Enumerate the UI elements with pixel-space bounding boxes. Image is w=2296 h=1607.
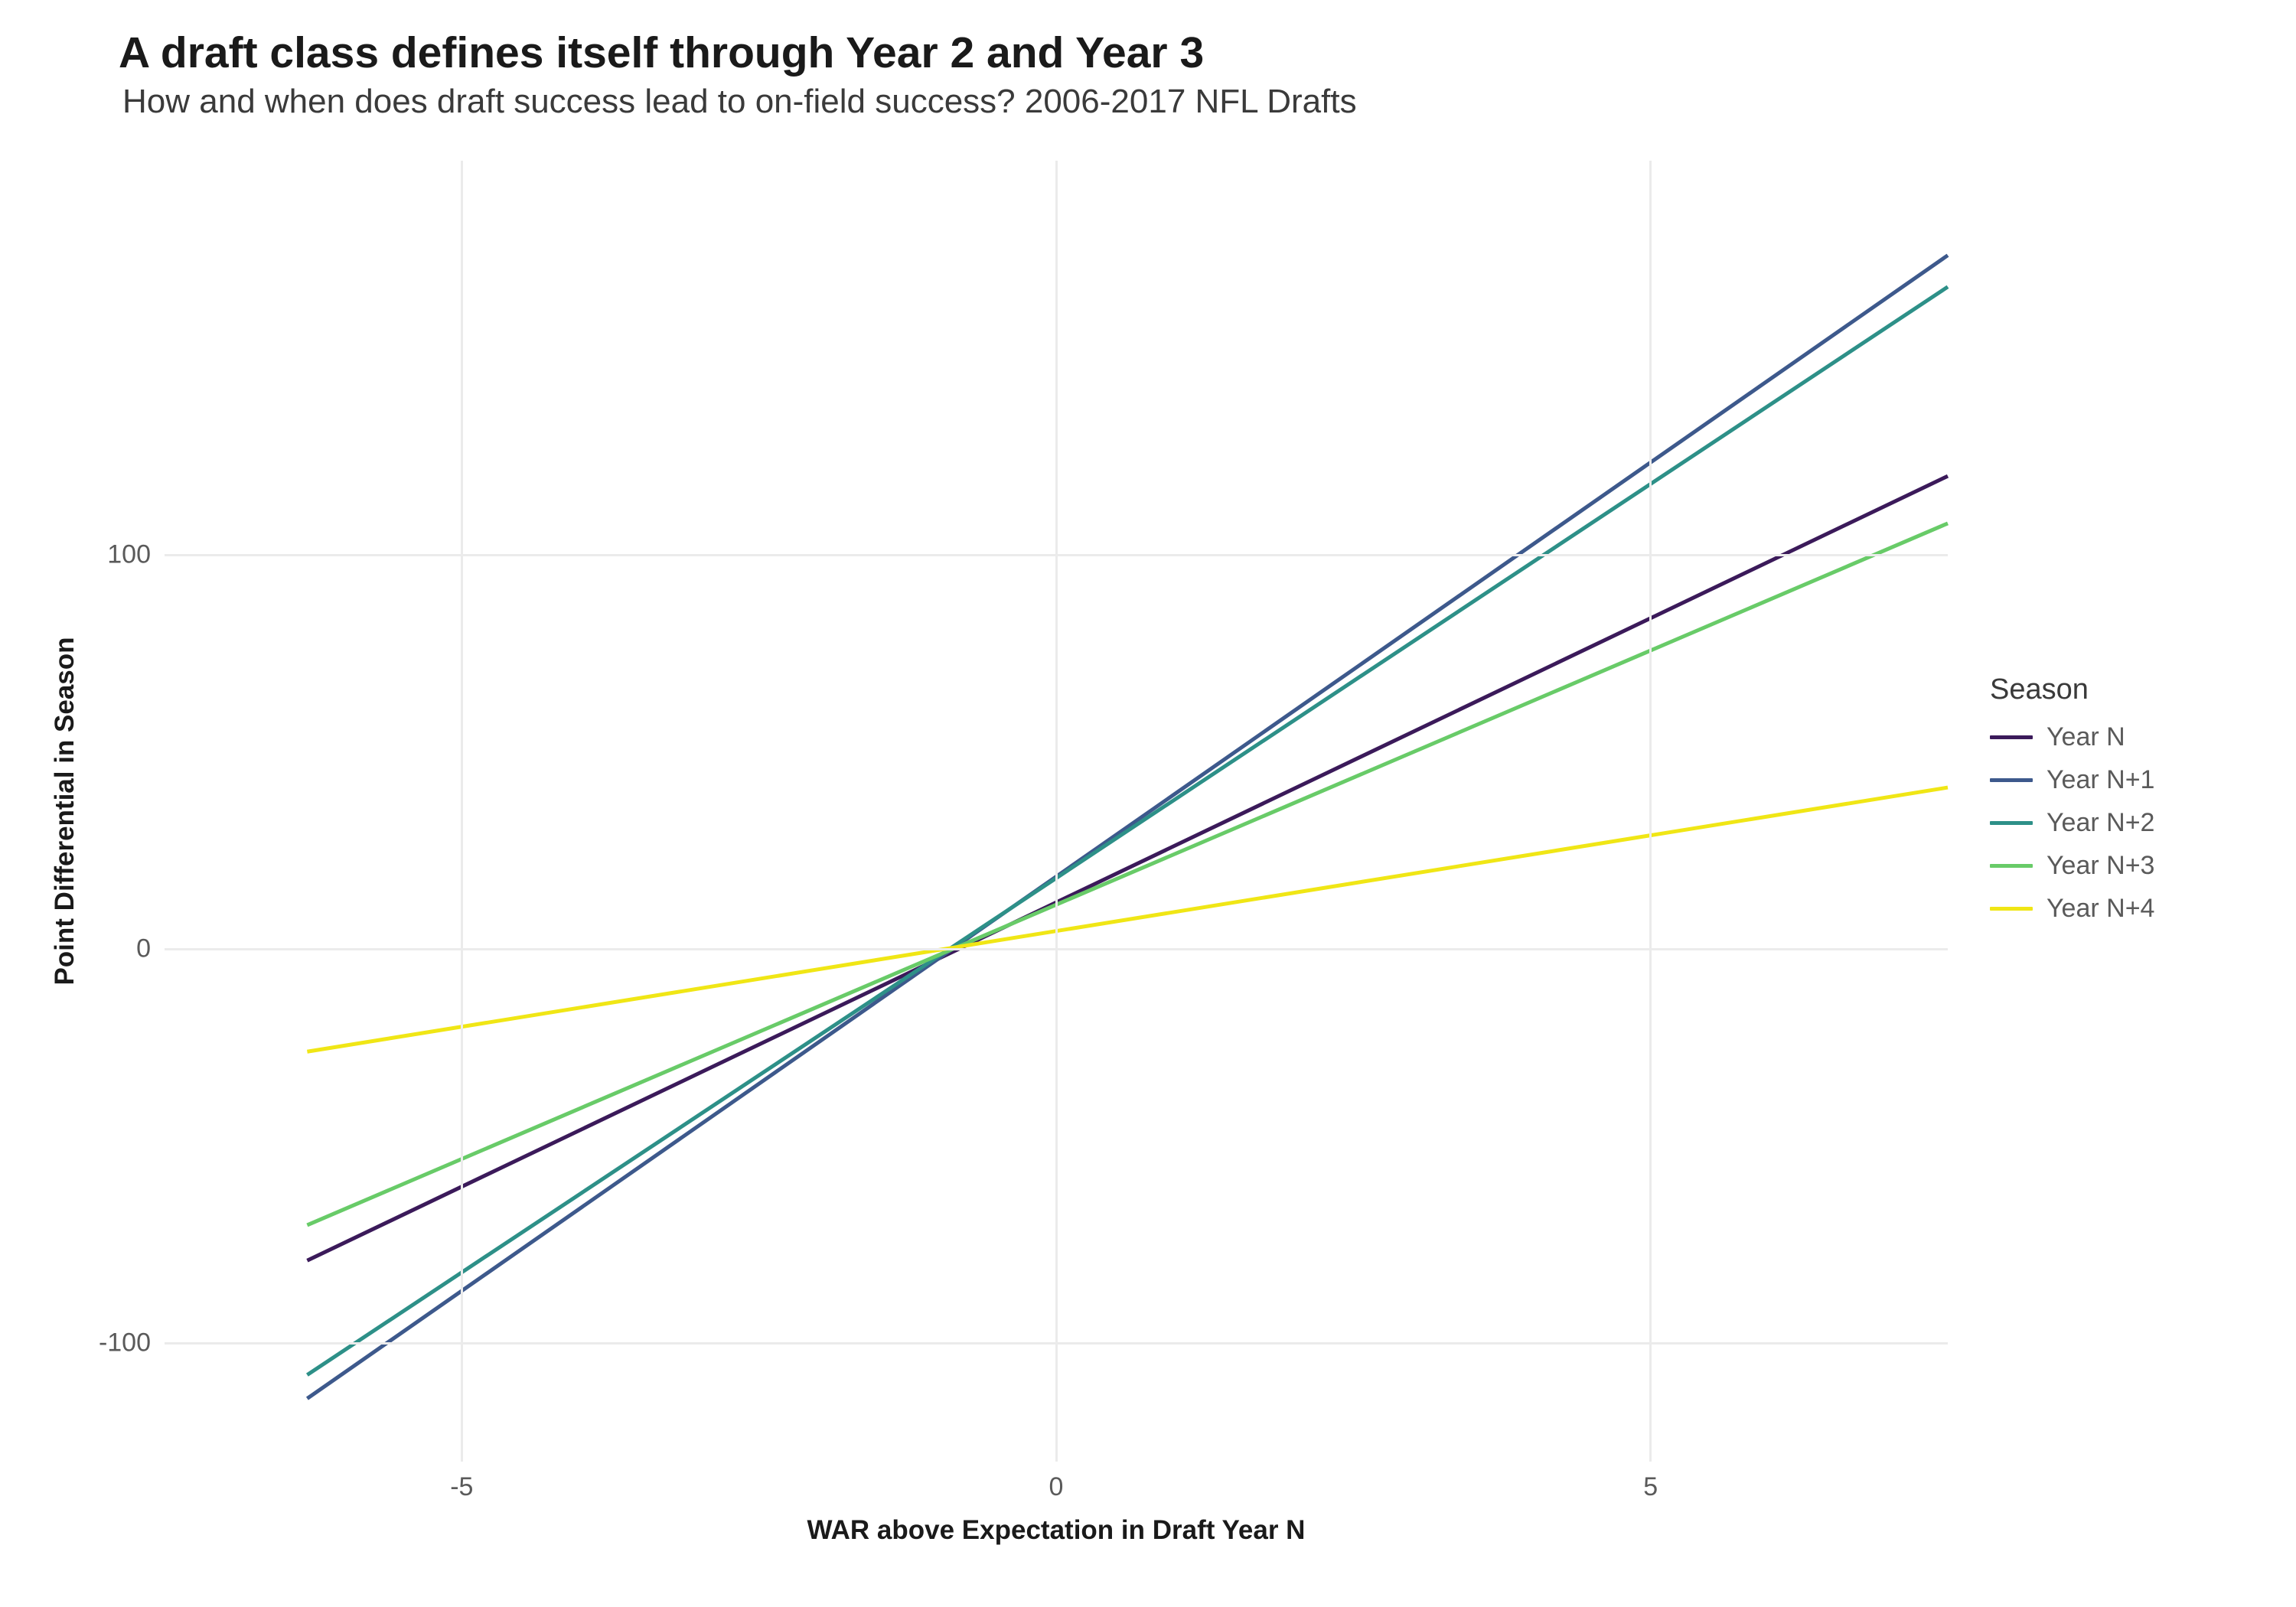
- legend-item-year_n3: Year N+3: [1990, 844, 2154, 887]
- chart-title: A draft class defines itself through Yea…: [119, 28, 1204, 78]
- legend-label: Year N: [2047, 722, 2125, 752]
- x-tick-label: -5: [450, 1472, 473, 1502]
- y-tick-label: 100: [107, 540, 151, 570]
- x-tick-label: 5: [1643, 1472, 1658, 1502]
- x-axis-title: WAR above Expectation in Draft Year N: [807, 1515, 1306, 1546]
- plot-area: [165, 161, 1948, 1462]
- gridline-vertical: [461, 161, 463, 1462]
- y-tick-label: -100: [99, 1328, 151, 1358]
- legend-item-year_n1: Year N+1: [1990, 758, 2154, 801]
- legend-title: Season: [1990, 673, 2154, 706]
- y-tick-label: 0: [136, 934, 151, 964]
- legend-label: Year N+2: [2047, 808, 2154, 838]
- legend-label: Year N+1: [2047, 765, 2154, 795]
- gridline-horizontal: [165, 554, 1948, 556]
- y-axis-title: Point Differential in Season: [50, 637, 80, 985]
- series-line-year_n3: [307, 523, 1948, 1225]
- legend-item-year_n: Year N: [1990, 715, 2154, 758]
- legend-swatch: [1990, 907, 2033, 911]
- gridline-horizontal: [165, 948, 1948, 950]
- series-line-year_n2: [307, 287, 1948, 1375]
- series-line-year_n: [307, 476, 1948, 1260]
- chart-subtitle: How and when does draft success lead to …: [122, 83, 1357, 121]
- legend-items: Year N Year N+1 Year N+2 Year N+3 Year N+4: [1990, 715, 2154, 930]
- legend-swatch: [1990, 735, 2033, 739]
- legend-label: Year N+3: [2047, 851, 2154, 881]
- x-tick-label: 0: [1049, 1472, 1064, 1502]
- legend-swatch: [1990, 821, 2033, 825]
- gridline-horizontal: [165, 1342, 1948, 1345]
- legend: Season Year NYear N+1Year N+2Year N+3Yea…: [1990, 673, 2154, 930]
- legend-swatch: [1990, 778, 2033, 782]
- legend-item-year_n2: Year N+2: [1990, 801, 2154, 844]
- gridline-vertical: [1649, 161, 1652, 1462]
- legend-swatch: [1990, 864, 2033, 868]
- chart-frame: A draft class defines itself through Yea…: [0, 0, 2296, 1607]
- gridline-vertical: [1055, 161, 1058, 1462]
- legend-item-year_n4: Year N+4: [1990, 887, 2154, 930]
- legend-label: Year N+4: [2047, 894, 2154, 924]
